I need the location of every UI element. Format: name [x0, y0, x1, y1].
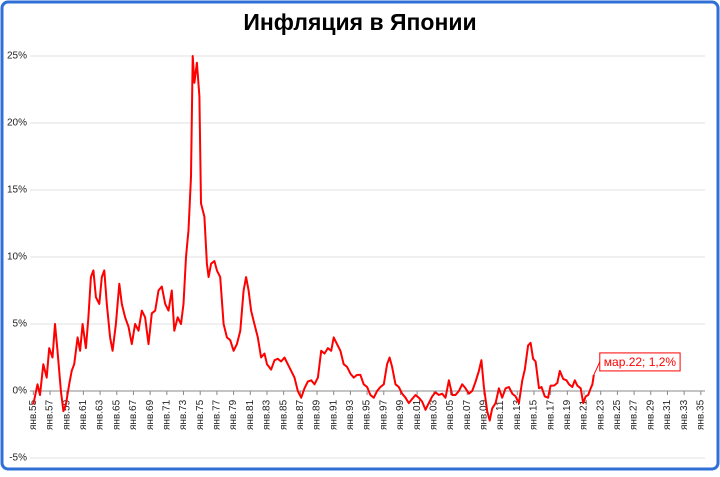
- x-tick-label: янв.65: [111, 399, 122, 430]
- x-tick-label: янв.83: [262, 399, 273, 430]
- x-tick-label: янв.61: [78, 399, 89, 430]
- x-tick-label: янв.31: [662, 399, 673, 430]
- x-tick-label: янв.09: [479, 399, 490, 430]
- x-tick-label: янв.57: [45, 399, 56, 430]
- x-tick-label: янв.89: [312, 399, 323, 430]
- chart-title: Инфляция в Японии: [243, 9, 476, 35]
- x-tick-label: янв.13: [512, 399, 523, 430]
- y-tick-label: 20%: [7, 118, 27, 129]
- y-tick-label: 10%: [7, 252, 27, 263]
- x-tick-label: янв.15: [529, 399, 540, 430]
- x-tick-label: янв.35: [695, 399, 706, 430]
- x-tick-label: янв.75: [195, 399, 206, 430]
- y-tick-label: -5%: [9, 453, 27, 464]
- x-tick-label: янв.59: [61, 399, 72, 430]
- x-tick-label: янв.33: [679, 399, 690, 430]
- x-tick-label: янв.71: [161, 399, 172, 430]
- x-tick-label: янв.85: [278, 399, 289, 430]
- x-tick-label: янв.79: [228, 399, 239, 430]
- x-tick-label: янв.27: [629, 399, 640, 430]
- x-tick-label: янв.25: [612, 399, 623, 430]
- x-tick-label: янв.05: [445, 399, 456, 430]
- x-tick-label: янв.19: [562, 399, 573, 430]
- annotation-box: [599, 352, 681, 372]
- y-tick-label: 25%: [7, 51, 27, 62]
- y-tick-label: 5%: [13, 319, 28, 330]
- x-tick-label: янв.69: [145, 399, 156, 430]
- x-tick-label: янв.23: [595, 399, 606, 430]
- annotation-leader: [593, 361, 601, 376]
- x-tick-label: янв.63: [95, 399, 106, 430]
- y-tick-label: 15%: [7, 185, 27, 196]
- annotation: мар.22; 1,2%: [604, 355, 677, 369]
- x-tick-label: янв.95: [362, 399, 373, 430]
- x-tick-label: янв.21: [579, 399, 590, 430]
- x-tick-label: янв.55: [28, 399, 39, 430]
- x-tick-label: янв.87: [295, 399, 306, 430]
- x-tick-label: янв.73: [178, 399, 189, 430]
- line: [32, 55, 595, 422]
- x-tick-label: янв.17: [545, 399, 556, 430]
- x-tick-label: янв.11: [495, 400, 506, 430]
- x-tick-label: янв.03: [428, 399, 439, 430]
- x-tick-label: янв.91: [328, 399, 339, 430]
- y-tick-label: 0%: [13, 386, 28, 397]
- x-tick-label: янв.01: [412, 399, 423, 430]
- x-tick-label: янв.29: [645, 399, 656, 430]
- x-tick-label: янв.67: [128, 399, 139, 430]
- x-tick-label: янв.97: [378, 399, 389, 430]
- x-tick-label: янв.07: [462, 399, 473, 430]
- x-tick-label: янв.77: [212, 399, 223, 430]
- x-tick-label: янв.99: [395, 399, 406, 430]
- x-tick-label: янв.93: [345, 399, 356, 430]
- x-tick-label: янв.81: [245, 399, 256, 430]
